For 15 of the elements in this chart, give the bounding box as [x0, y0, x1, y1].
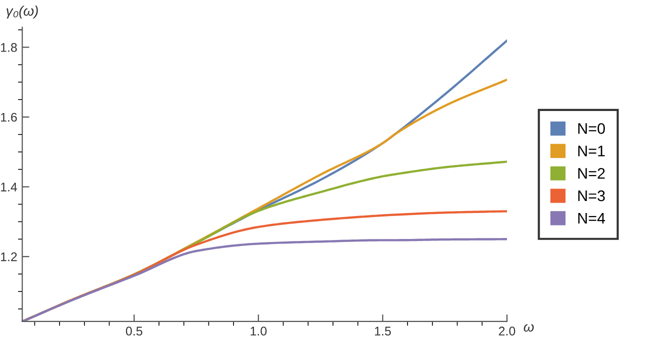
x-tick-label: 1.0	[250, 326, 267, 336]
x-axis-title: ω	[524, 324, 534, 332]
y-tick-label: 1.6	[0, 112, 17, 122]
x-tick-label: 0.5	[126, 326, 142, 336]
y-tick-label: 1.8	[0, 43, 17, 52]
y-tick-label: 1.4	[0, 182, 18, 192]
legend-label: N=1	[578, 146, 605, 156]
legend-label: N=0	[578, 123, 605, 134]
x-tick-label: 1.5	[374, 326, 391, 336]
y-tick-label: 1.2	[0, 252, 17, 262]
x-tick-label: 2.0	[498, 326, 516, 336]
legend-label: N=2	[578, 168, 605, 179]
legend-label: N=3	[578, 190, 605, 202]
y-axis-title: γ₀(ω)	[6, 6, 38, 19]
legend-label: N=4	[578, 212, 606, 224]
